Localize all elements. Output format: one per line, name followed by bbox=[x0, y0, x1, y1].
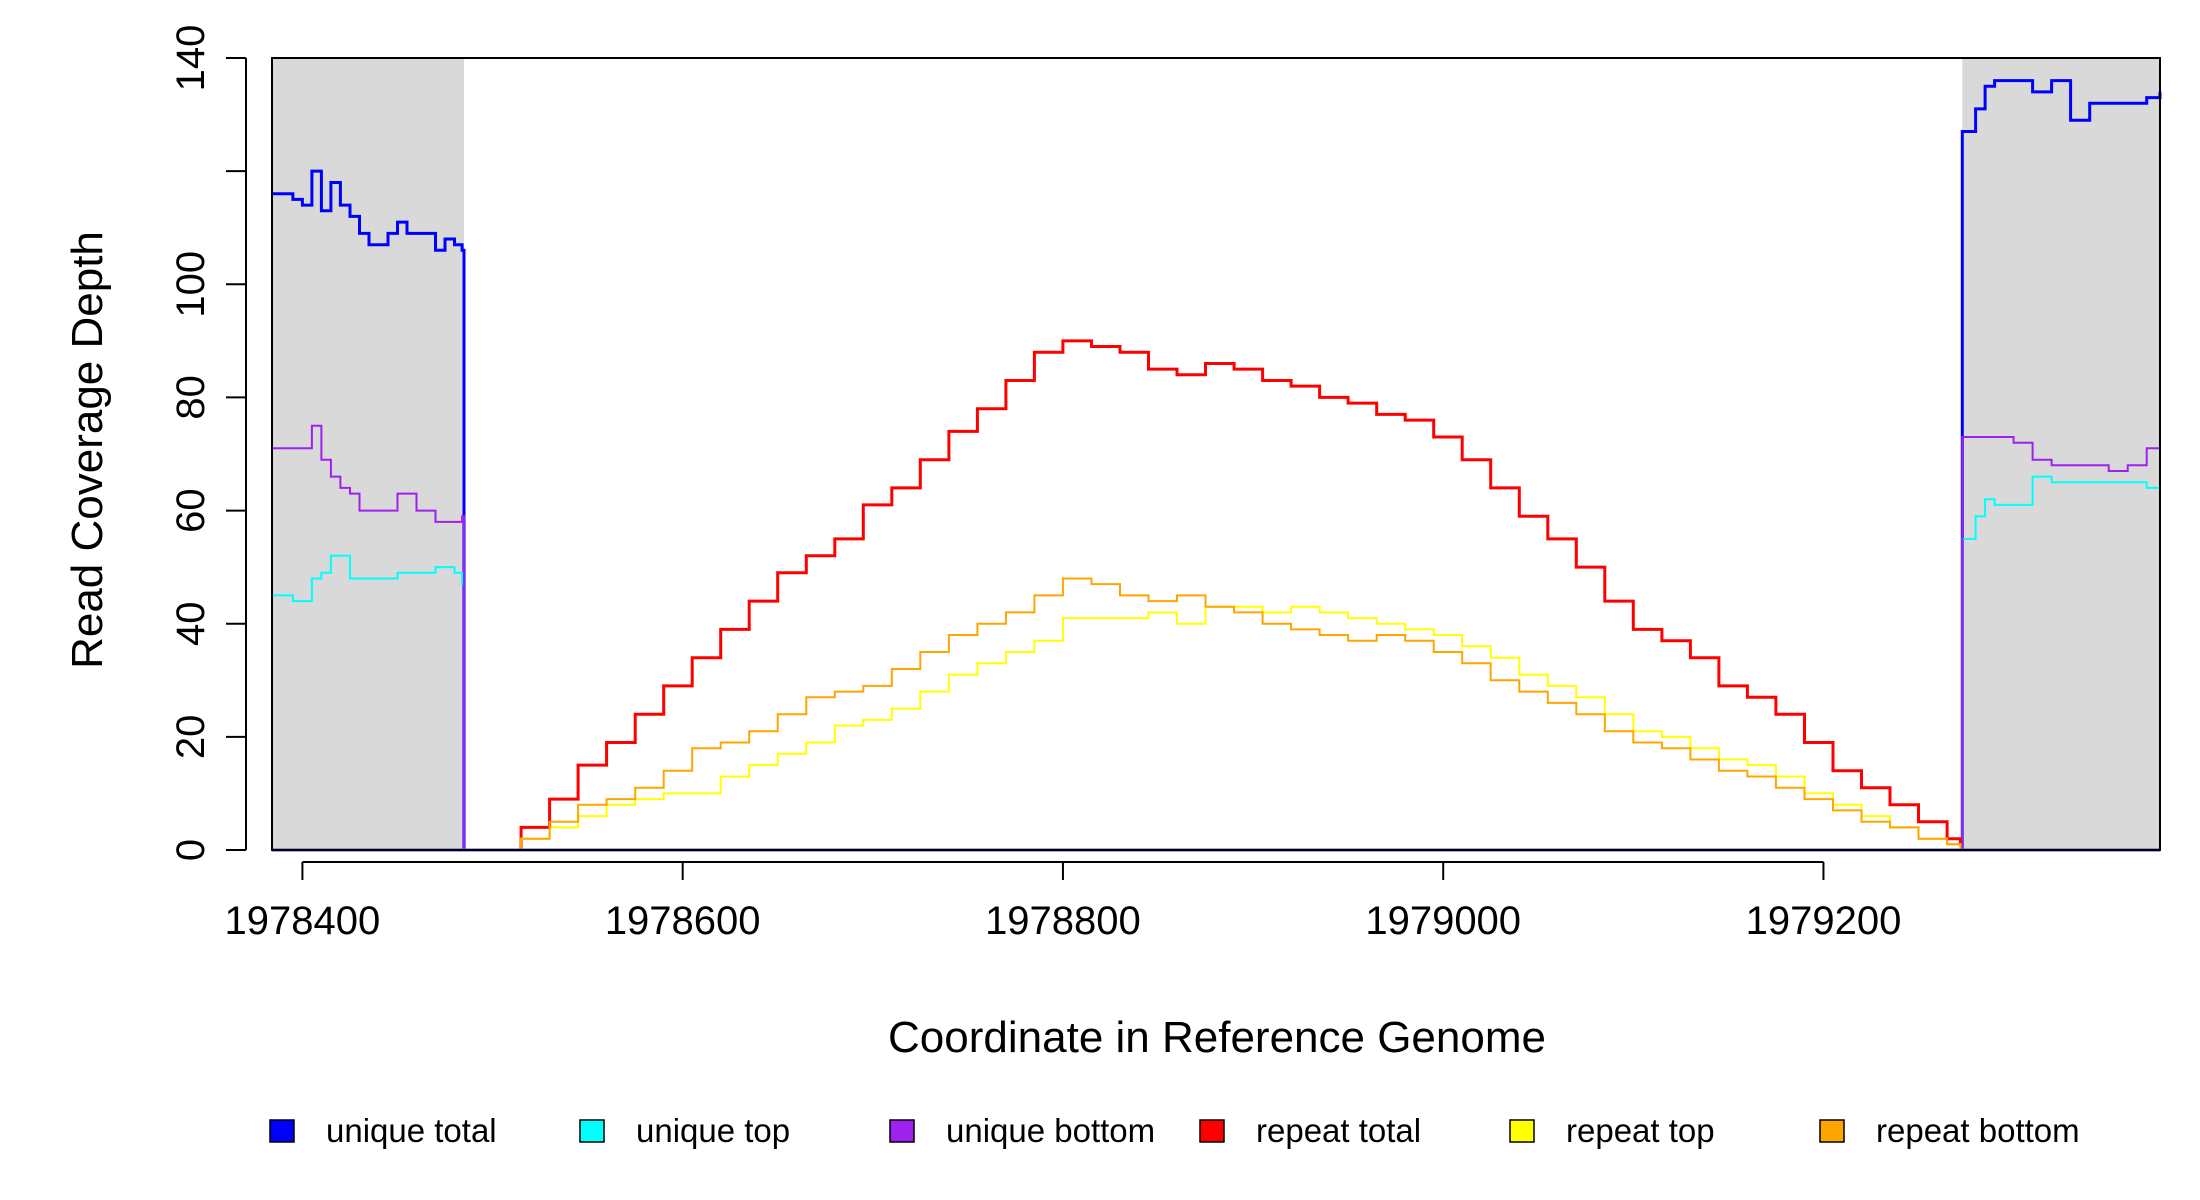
y-tick-label: 40 bbox=[169, 601, 213, 646]
legend-swatch bbox=[1199, 1119, 1225, 1143]
legend-label: repeat bottom bbox=[1876, 1112, 2080, 1149]
y-tick-label: 60 bbox=[169, 488, 213, 532]
legend-label: unique top bbox=[636, 1112, 790, 1149]
x-tick-label: 1978800 bbox=[985, 899, 1141, 943]
shaded-region-1 bbox=[1962, 58, 2160, 850]
series-lines bbox=[272, 79, 2162, 852]
legend-label: repeat top bbox=[1566, 1112, 1715, 1149]
legend-swatch bbox=[269, 1119, 295, 1143]
y-axis: 0 20 40 60 80 100 140 bbox=[169, 25, 247, 861]
shaded-regions bbox=[272, 58, 2160, 850]
legend-swatch bbox=[1819, 1119, 1845, 1143]
y-tick-label: 100 bbox=[169, 251, 213, 318]
series-line-repeat-bottom bbox=[464, 577, 1962, 851]
legend-label: repeat total bbox=[1256, 1112, 1421, 1149]
x-axis: 1978400 1978600 1978800 1979000 1979200 bbox=[225, 861, 1902, 943]
x-axis-label: Coordinate in Reference Genome bbox=[888, 1013, 1546, 1062]
series-line-unique-top bbox=[272, 475, 2160, 851]
x-tick-label: 1979000 bbox=[1365, 899, 1521, 943]
y-tick-label: 80 bbox=[169, 375, 213, 420]
series-line-unique-bottom bbox=[272, 424, 2161, 851]
legend-swatch bbox=[579, 1119, 605, 1143]
series-line-unique-total bbox=[272, 79, 2162, 852]
series-line-repeat-top bbox=[464, 605, 1962, 851]
shaded-region-0 bbox=[272, 58, 465, 850]
y-tick-label: 20 bbox=[169, 715, 213, 760]
x-tick-label: 1978600 bbox=[605, 899, 761, 943]
plot-frame bbox=[271, 57, 2161, 851]
legend-swatch bbox=[889, 1119, 915, 1143]
series-line-repeat-total bbox=[464, 339, 1962, 852]
legend: unique total unique top unique bottom repea… bbox=[269, 1112, 2080, 1149]
y-tick-label: 0 bbox=[169, 839, 213, 861]
x-tick-label: 1979200 bbox=[1746, 899, 1902, 943]
x-tick-label: 1978400 bbox=[225, 899, 381, 943]
legend-label: unique bottom bbox=[946, 1112, 1155, 1149]
legend-swatch bbox=[1509, 1119, 1535, 1143]
y-axis-label: Read Coverage Depth bbox=[63, 231, 112, 669]
y-tick-label: 140 bbox=[169, 25, 213, 92]
legend-label: unique total bbox=[326, 1112, 497, 1149]
